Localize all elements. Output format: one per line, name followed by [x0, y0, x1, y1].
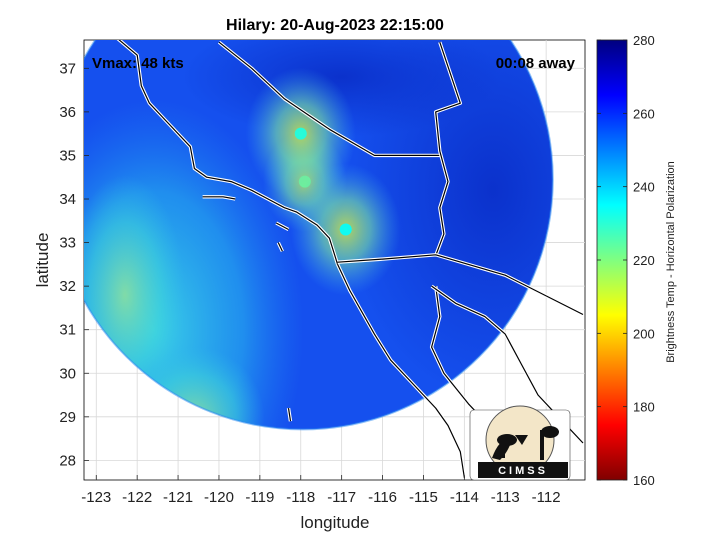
x-tick-label: -112 [532, 489, 561, 506]
cimss-logo: CIMSS [469, 405, 571, 481]
colorbar-label: Brightness Temp - Horizontal Polarizatio… [665, 161, 677, 363]
y-axis-ticks: 28 29 30 31 32 33 34 35 36 37 [59, 60, 89, 469]
y-axis-label: latitude [33, 233, 52, 288]
brightness-feature-peak [294, 127, 307, 140]
colorbar-tick-label: 160 [633, 473, 655, 488]
colorbar-tick-label: 240 [633, 180, 655, 195]
coastline-outline [118, 40, 339, 265]
y-tick-label: 32 [59, 278, 76, 295]
x-tick-label: -122 [122, 489, 152, 506]
time-away-annotation: 00:08 away [496, 55, 576, 72]
x-tick-label: -119 [245, 489, 274, 506]
y-tick-label: 30 [59, 365, 76, 382]
vmax-annotation: Vmax: 48 kts [92, 55, 184, 72]
x-tick-label: -117 [327, 489, 356, 506]
x-tick-label: -123 [81, 489, 111, 506]
colorbar-tick-label: 280 [633, 33, 655, 48]
x-tick-label: -116 [368, 489, 397, 506]
x-tick-label: -118 [286, 489, 315, 506]
coastline-outline [275, 222, 289, 231]
y-tick-label: 34 [59, 191, 76, 208]
brightness-feature-peak [339, 223, 352, 236]
coastline-outline [337, 254, 584, 316]
coastline-outline [287, 408, 292, 422]
x-tick-label: -120 [204, 489, 234, 506]
x-tick-label: -121 [163, 489, 193, 506]
colorbar-tick-label: 200 [633, 326, 655, 341]
x-tick-label: -114 [450, 489, 479, 506]
x-tick-label: -115 [409, 489, 438, 506]
coastline-outline [277, 242, 283, 252]
colorbar-ticks: 160 180 200 220 240 260 280 [597, 33, 655, 488]
colorbar-tick-label: 180 [633, 400, 655, 415]
x-tick-label: -113 [491, 489, 520, 506]
y-tick-label: 29 [59, 409, 76, 426]
coastline-outline [218, 41, 440, 156]
y-tick-label: 36 [59, 104, 76, 121]
y-tick-label: 33 [59, 235, 76, 252]
y-tick-label: 37 [59, 60, 76, 77]
swath-edge [84, 40, 554, 431]
y-tick-label: 35 [59, 147, 76, 164]
chart-title: Hilary: 20-Aug-2023 22:15:00 [226, 17, 444, 34]
y-tick-label: 31 [59, 322, 76, 339]
coastline-outline [337, 264, 465, 478]
x-axis-label: longitude [300, 513, 369, 532]
y-tick-label: 28 [59, 452, 76, 469]
coastline-outline [435, 42, 461, 256]
coastline-outline [202, 196, 236, 200]
logo-text: CIMSS [498, 465, 548, 477]
colorbar-tick-label: 220 [633, 253, 655, 268]
x-axis-ticks: -123 -122 -121 -120 -119 -118 -117 -116 -115 -114… [81, 475, 561, 506]
colorbar [596, 39, 628, 481]
colorbar-tick-label: 260 [633, 106, 655, 121]
